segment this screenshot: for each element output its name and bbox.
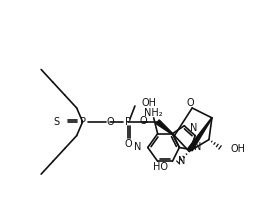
Text: N: N	[194, 143, 202, 152]
Text: P: P	[125, 117, 131, 127]
Polygon shape	[188, 118, 212, 151]
Text: O: O	[139, 116, 147, 126]
Text: HO: HO	[153, 162, 168, 172]
Text: N: N	[190, 123, 198, 133]
Text: NH₂: NH₂	[144, 108, 163, 118]
Text: P: P	[80, 117, 86, 127]
Text: O: O	[186, 98, 194, 108]
Text: O: O	[124, 138, 132, 149]
Text: N: N	[178, 156, 186, 166]
Polygon shape	[156, 120, 175, 136]
Text: S: S	[54, 117, 60, 127]
Text: OH: OH	[231, 144, 246, 155]
Text: O: O	[106, 117, 114, 127]
Text: OH: OH	[142, 98, 157, 108]
Text: N: N	[134, 143, 142, 152]
